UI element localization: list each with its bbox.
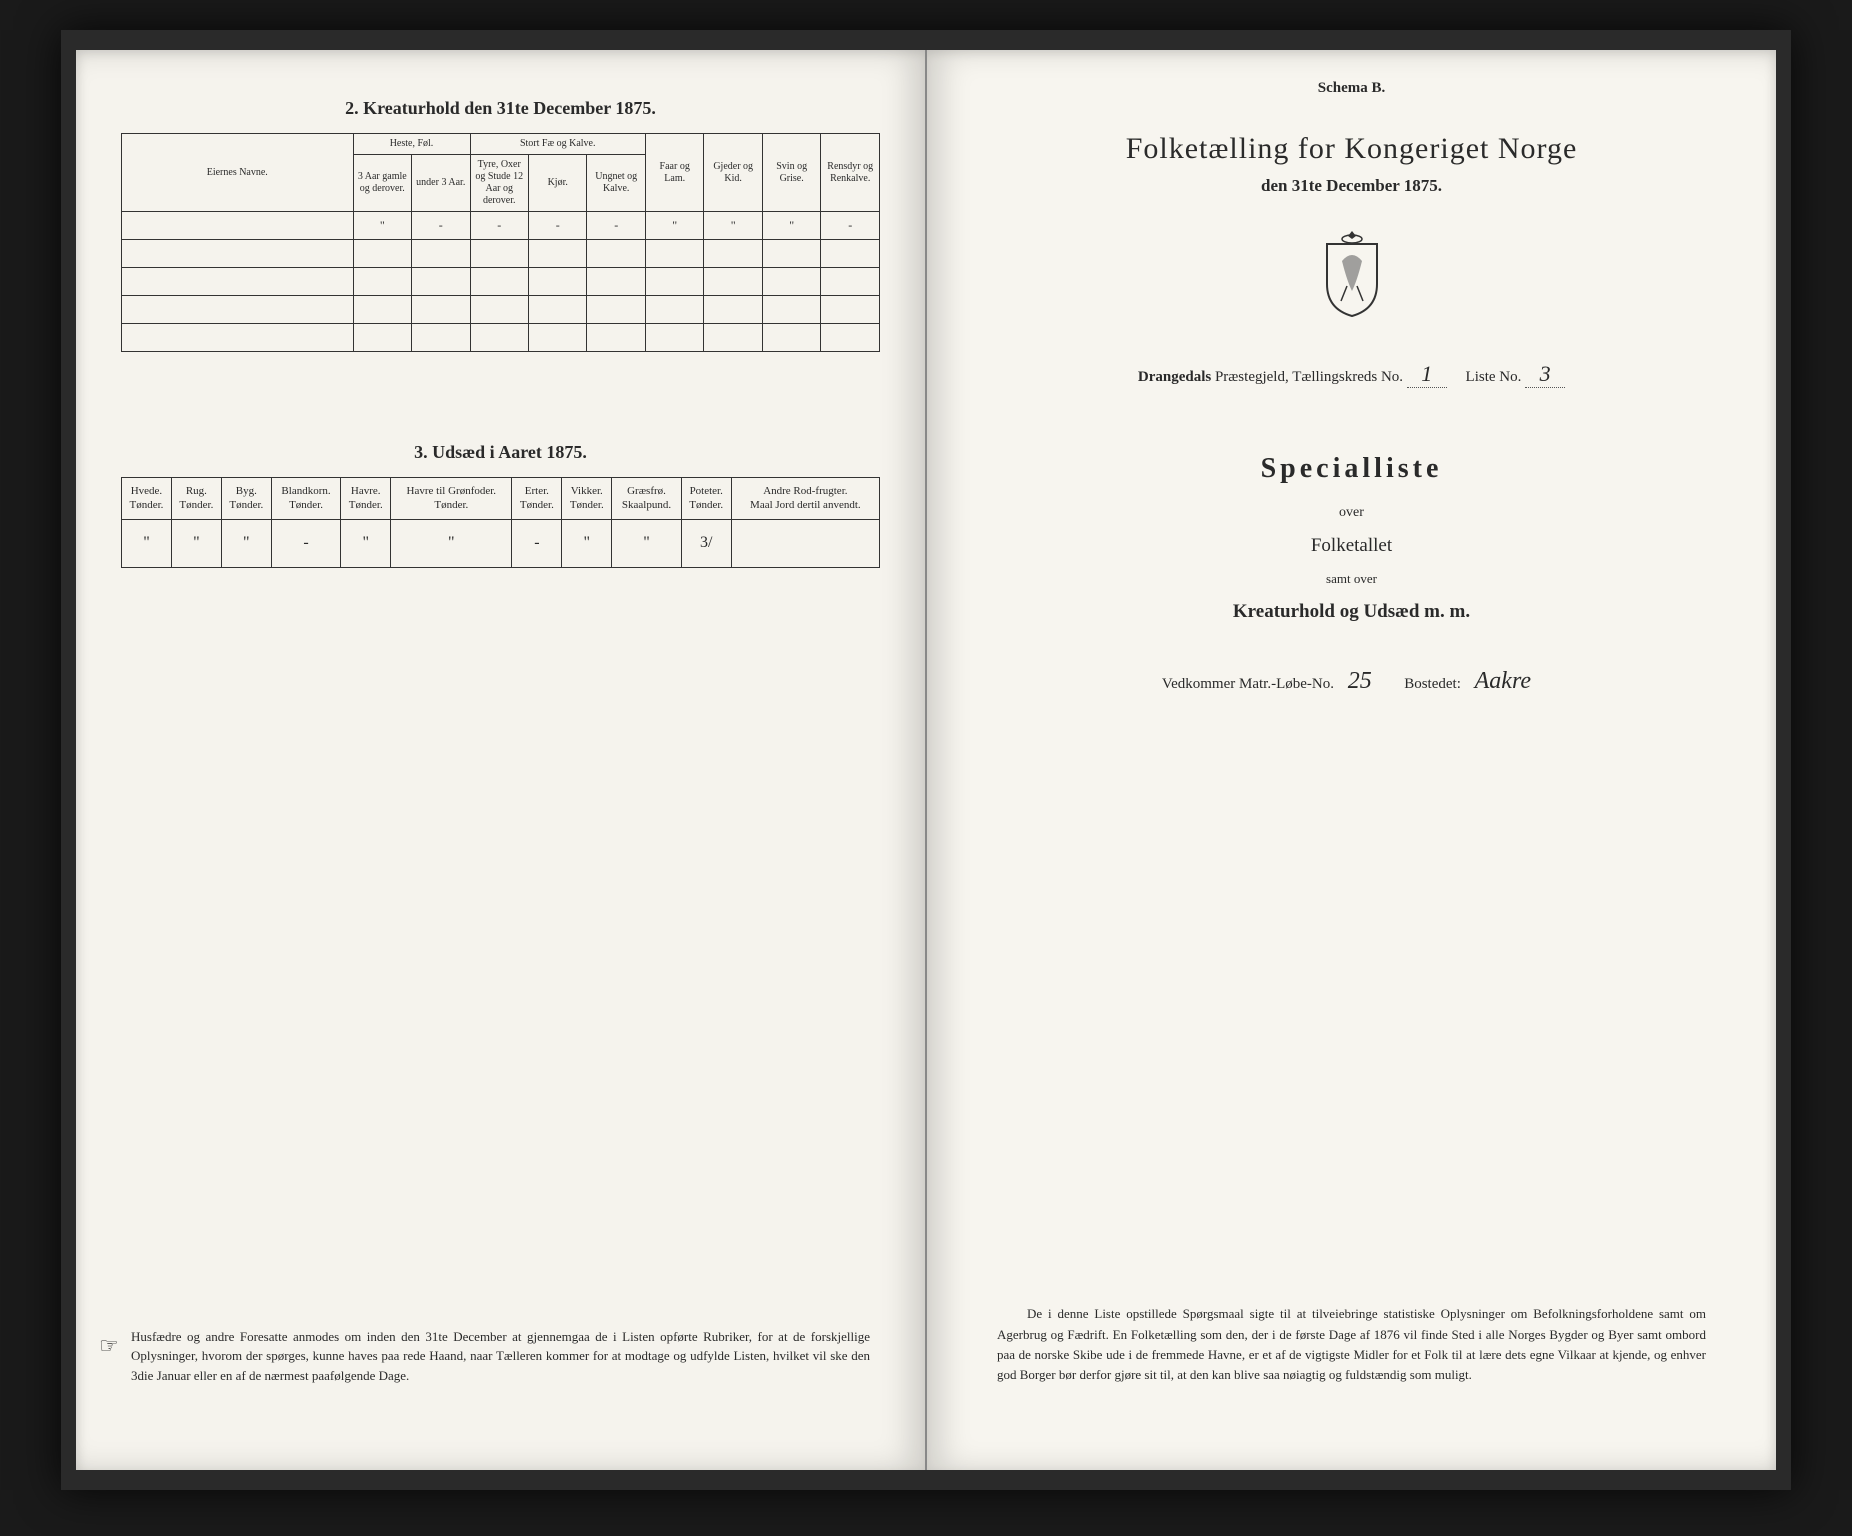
specialliste-title: Specialliste — [972, 453, 1731, 485]
col-vikker: Vikker.Tønder. — [562, 478, 612, 520]
pointing-hand-icon: ☞ — [99, 1329, 119, 1362]
cell: - — [412, 212, 470, 240]
cell — [731, 519, 879, 567]
col-byg: Byg.Tønder. — [221, 478, 271, 520]
cell: " — [171, 519, 221, 567]
table-row: " - - - - " " " - — [122, 212, 880, 240]
table-row — [122, 268, 880, 296]
section2-title: 2. Kreaturhold den 31te December 1875. — [121, 98, 880, 119]
cell: " — [645, 212, 703, 240]
cell — [122, 212, 354, 240]
matr-no: 25 — [1348, 668, 1372, 694]
col-heste-group: Heste, Føl. — [353, 134, 470, 155]
samt-label: samt over — [972, 571, 1731, 587]
matr-label: Vedkommer Matr.-Løbe-No. — [1162, 676, 1334, 692]
col-stort-group: Stort Fæ og Kalve. — [470, 134, 645, 155]
col-stort-c: Ungnet og Kalve. — [587, 155, 645, 212]
section3-title: 3. Udsæd i Aaret 1875. — [121, 442, 880, 463]
table-row — [122, 324, 880, 352]
cell: 3/ — [681, 519, 731, 567]
parish-line: Drangedals Præstegjeld, Tællingskreds No… — [972, 361, 1731, 388]
footnote-text: Husfædre og andre Foresatte anmodes om i… — [131, 1329, 870, 1383]
cell: " — [122, 519, 172, 567]
parish-label: Præstegjeld, Tællingskreds No. — [1215, 369, 1403, 385]
liste-label: Liste No. — [1466, 369, 1522, 385]
col-erter: Erter.Tønder. — [512, 478, 562, 520]
col-gjeder: Gjeder og Kid. — [704, 134, 762, 212]
table-row: " " " - " " - " " 3/ — [122, 519, 880, 567]
cell: - — [470, 212, 528, 240]
left-page: 2. Kreaturhold den 31te December 1875. E… — [76, 50, 926, 1470]
cell: - — [587, 212, 645, 240]
cell: " — [341, 519, 391, 567]
udsaed-table: Hvede.Tønder. Rug.Tønder. Byg.Tønder. Bl… — [121, 477, 880, 568]
right-footnote: De i denne Liste opstillede Spørgsmaal s… — [997, 1304, 1706, 1385]
cell: " — [612, 519, 682, 567]
parish-name: Drangedals — [1138, 369, 1211, 385]
subtitle: den 31te December 1875. — [972, 176, 1731, 196]
cell: " — [562, 519, 612, 567]
cell: - — [512, 519, 562, 567]
schema-label: Schema B. — [972, 80, 1731, 97]
col-stort-a: Tyre, Oxer og Stude 12 Aar og derover. — [470, 155, 528, 212]
matrikel-line: Vedkommer Matr.-Løbe-No. 25 Bostedet: Aa… — [972, 668, 1731, 695]
cell: " — [221, 519, 271, 567]
table-row — [122, 240, 880, 268]
table-row — [122, 296, 880, 324]
col-heste-b: under 3 Aar. — [412, 155, 470, 212]
right-page: Schema B. Folketælling for Kongeriget No… — [926, 50, 1776, 1470]
kreaturhold-table: Eiernes Navne. Heste, Føl. Stort Fæ og K… — [121, 133, 880, 352]
cell: - — [821, 212, 880, 240]
col-faar: Faar og Lam. — [645, 134, 703, 212]
bostedet-label: Bostedet: — [1404, 676, 1461, 692]
col-heste-a: 3 Aar gamle og derover. — [353, 155, 411, 212]
col-poteter: Poteter.Tønder. — [681, 478, 731, 520]
col-havre: Havre.Tønder. — [341, 478, 391, 520]
kreatur-label: Kreaturhold og Udsæd m. m. — [972, 601, 1731, 623]
cell: " — [353, 212, 411, 240]
col-rensdyr: Rensdyr og Renkalve. — [821, 134, 880, 212]
main-title: Folketælling for Kongeriget Norge — [972, 132, 1731, 166]
col-eiernes: Eiernes Navne. — [122, 134, 354, 212]
col-havre-gron: Havre til Grønfoder.Tønder. — [391, 478, 512, 520]
liste-no: 3 — [1525, 361, 1565, 388]
section3: 3. Udsæd i Aaret 1875. Hvede.Tønder. Rug… — [121, 442, 880, 568]
cell: - — [271, 519, 341, 567]
cell: " — [391, 519, 512, 567]
bostedet-value: Aakre — [1475, 668, 1531, 694]
col-andre: Andre Rod-frugter.Maal Jord dertil anven… — [731, 478, 879, 520]
folketallet-label: Folketallet — [972, 535, 1731, 557]
col-hvede: Hvede.Tønder. — [122, 478, 172, 520]
coat-of-arms-icon — [972, 226, 1731, 326]
cell: " — [762, 212, 820, 240]
col-svin: Svin og Grise. — [762, 134, 820, 212]
col-stort-b: Kjør. — [528, 155, 586, 212]
col-graesfro: Græsfrø.Skaalpund. — [612, 478, 682, 520]
left-footnote: ☞ Husfædre og andre Foresatte anmodes om… — [131, 1327, 870, 1386]
cell: " — [704, 212, 762, 240]
over-label: over — [972, 505, 1731, 521]
kreds-no: 1 — [1407, 361, 1447, 388]
col-blandkorn: Blandkorn.Tønder. — [271, 478, 341, 520]
col-rug: Rug.Tønder. — [171, 478, 221, 520]
cell: - — [528, 212, 586, 240]
book-spread: 2. Kreaturhold den 31te December 1875. E… — [61, 30, 1791, 1490]
